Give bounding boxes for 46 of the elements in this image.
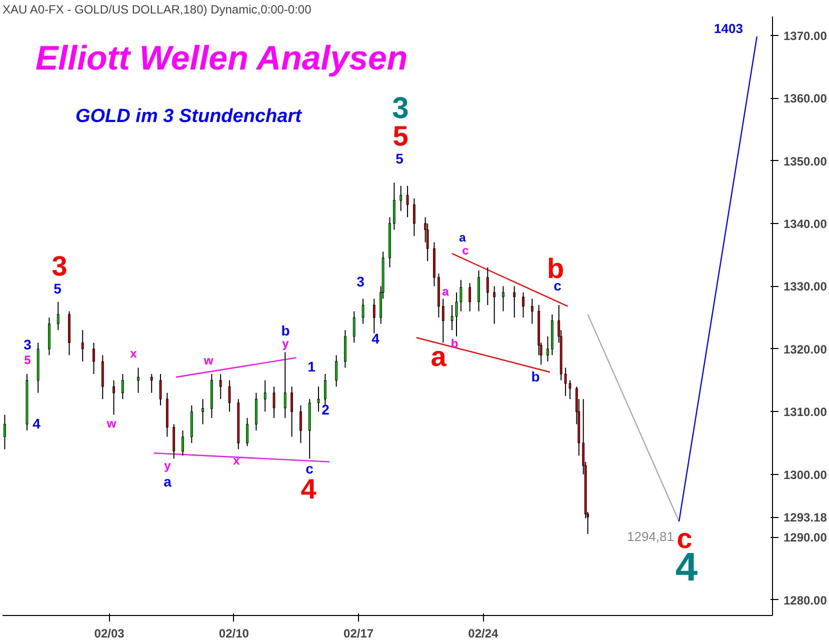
annotation: GOLD im 3 Stundenchart [76,106,302,127]
y-tick-label: 1330.00 [784,280,828,294]
annotation: 3 [24,336,32,352]
annotation: w [202,354,214,368]
annotation: w [106,416,117,430]
y-tick-label: 1310.00 [784,405,828,420]
text: Elliott Wellen Analysen [36,40,408,78]
annotation: 4 [372,330,380,346]
annotation: 2 [322,402,330,418]
annotation: 3 [52,250,68,282]
annotation: a [442,284,450,298]
annotation: y [164,458,172,472]
annotation: 1403 [714,21,743,36]
annotation: x [130,346,138,360]
y-tick-label: 1360.00 [784,92,828,106]
annotation: a [459,230,466,244]
y-tick-label: 1300.00 [784,468,828,482]
annotation: b [531,368,540,384]
annotation: 5 [24,353,32,367]
y-tick-label: 1293.18 [784,510,828,525]
annotation: b [450,336,458,350]
annotation: x [233,454,240,468]
annotation: y [282,336,290,350]
x-tick-label: 02/03 [94,626,125,640]
annotation: 1 [308,358,316,374]
annotation: a [430,341,447,372]
x-tick-label: 02/24 [468,626,499,640]
chart-title: XAU A0-FX - GOLD/US DOLLAR,180) Dynamic,0:00-0:00 [2,2,312,16]
y-tick-label: 1320.00 [784,342,828,356]
annotation: 5 [396,150,404,166]
annotation: 5 [54,280,62,296]
annotation: a [164,474,172,490]
annotation: 1294,81 [627,529,674,544]
annotation: 4 [32,416,41,432]
x-tick-label: 02/17 [344,626,374,640]
annotation: b [281,322,290,338]
x-tick-label: 02/10 [218,626,250,640]
annotation: c [306,460,314,476]
y-tick-label: 1290.00 [784,530,828,545]
y-tick-label: 1350.00 [784,154,828,168]
annotation: 3 [356,274,365,290]
y-tick-label: 1280.00 [784,593,828,608]
annotation: c [462,244,470,258]
y-tick-label: 1370.00 [784,28,828,43]
annotation: 4 [300,474,317,504]
y-tick-label: 1340.00 [784,216,828,231]
